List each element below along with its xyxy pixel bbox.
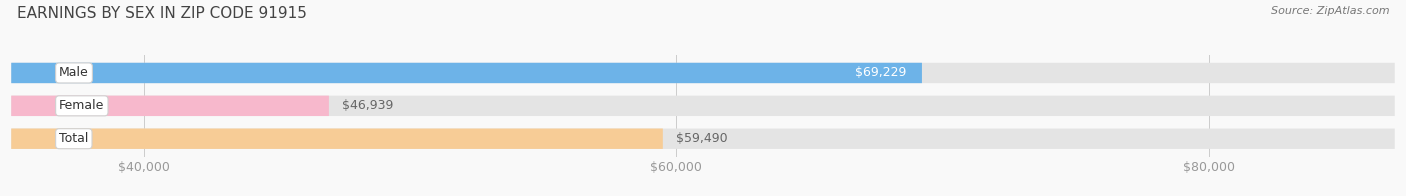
FancyBboxPatch shape — [11, 63, 1395, 83]
Text: EARNINGS BY SEX IN ZIP CODE 91915: EARNINGS BY SEX IN ZIP CODE 91915 — [17, 6, 307, 21]
Text: Total: Total — [59, 132, 89, 145]
Text: Female: Female — [59, 99, 104, 112]
Text: Male: Male — [59, 66, 89, 79]
Text: Source: ZipAtlas.com: Source: ZipAtlas.com — [1271, 6, 1389, 16]
Text: $69,229: $69,229 — [855, 66, 905, 79]
Text: $46,939: $46,939 — [342, 99, 394, 112]
FancyBboxPatch shape — [11, 96, 1395, 116]
FancyBboxPatch shape — [11, 129, 662, 149]
FancyBboxPatch shape — [11, 129, 1395, 149]
Text: $59,490: $59,490 — [676, 132, 728, 145]
FancyBboxPatch shape — [11, 96, 329, 116]
FancyBboxPatch shape — [11, 63, 922, 83]
